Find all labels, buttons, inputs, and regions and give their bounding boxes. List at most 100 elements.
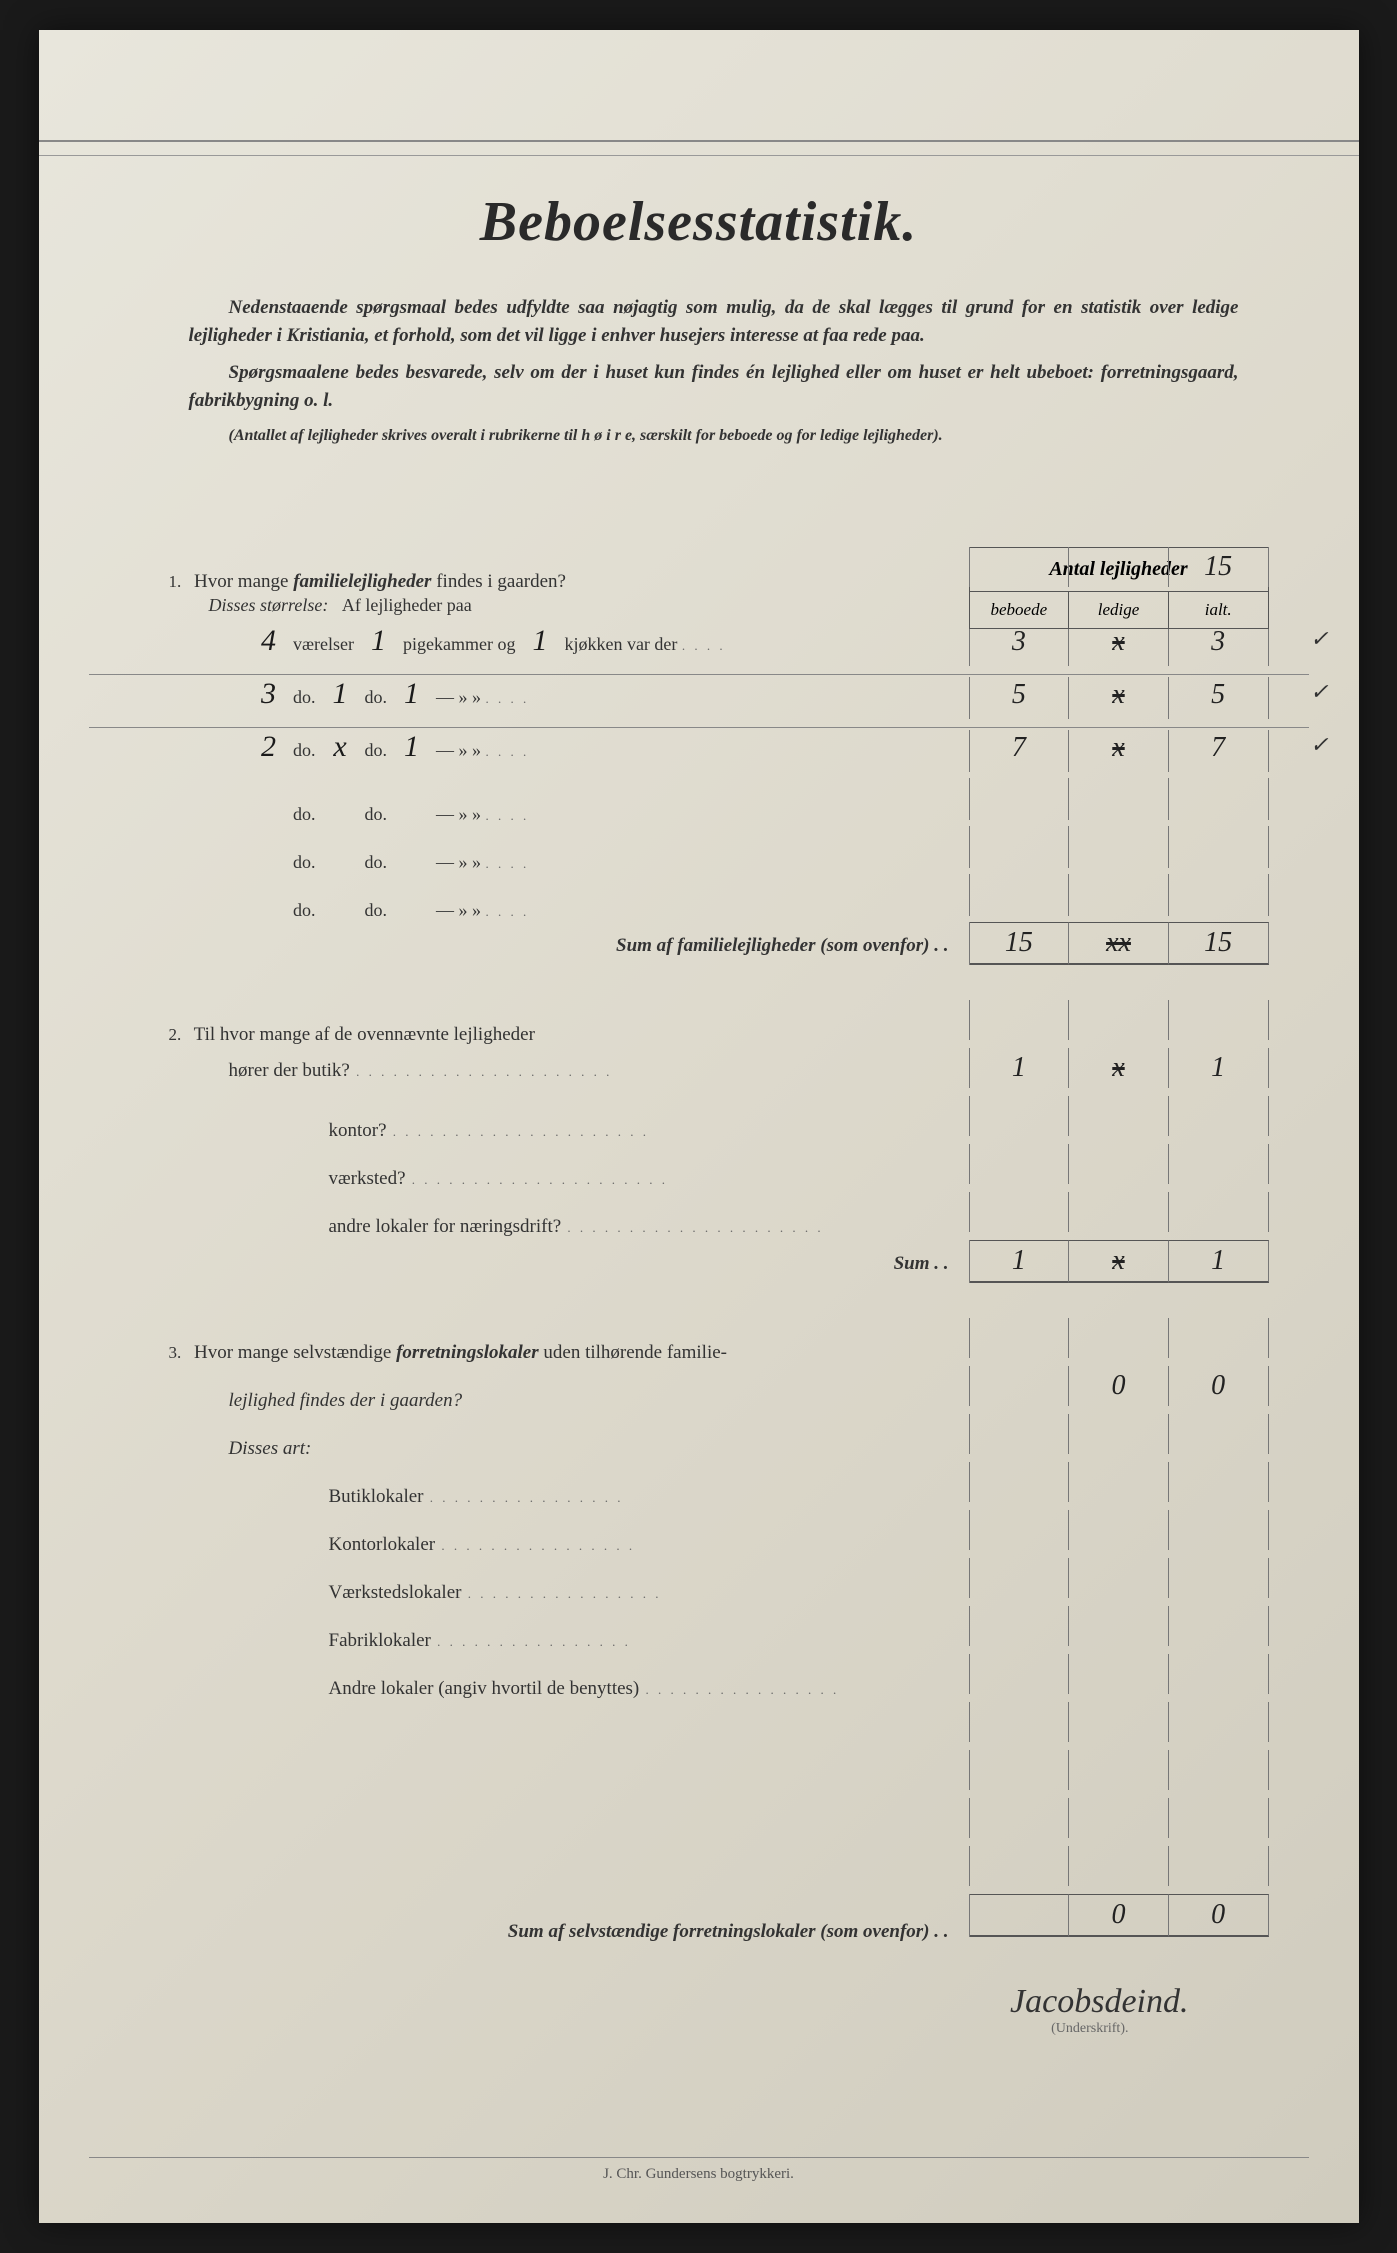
room-cell-ledige: x: [1069, 677, 1169, 719]
q3-cell-beboede: [970, 1558, 1070, 1598]
room-kjokken-word: kjøkken var der: [564, 634, 677, 654]
q2-cell-ledige: [1069, 1192, 1169, 1232]
q3-text-d: lejlighed findes der i gaarden?: [229, 1390, 463, 1411]
room-kjokken-word: — » »: [436, 740, 481, 760]
room-cell-beboede: [970, 874, 1070, 916]
room-cell-ledige: x: [1069, 730, 1169, 772]
col-header-sub: beboede ledige ialt.: [969, 591, 1269, 629]
rows-container: 1. Hvor mange familielejligheder findes …: [89, 547, 1309, 1943]
q3-cell-ialt: [1169, 1606, 1269, 1646]
q1-cell-ialt: 15: [1169, 547, 1269, 587]
q3-disses-c1: [970, 1414, 1070, 1454]
q3-sum-ledige: 0: [1069, 1894, 1169, 1937]
q1-row: 1. Hvor mange familielejligheder findes …: [89, 547, 1309, 595]
room-kjokken-value: 1: [520, 624, 560, 658]
row-dots: . . . . . . . . . . . . . . . .: [423, 1490, 623, 1505]
q3-blank-row: [89, 1702, 1309, 1750]
q1-sum-row: Sum af familielejligheder (som ovenfor) …: [89, 922, 1309, 970]
blank-cell: [970, 1846, 1070, 1886]
room-row: 2 do. x do. 1 — » » . . . . 7 x 7✓: [89, 730, 1309, 778]
room-cell-ialt: 3✓: [1169, 624, 1269, 666]
q2-sum-ialt: 1: [1169, 1240, 1269, 1283]
q2-subrow: hører der butik? . . . . . . . . . . . .…: [89, 1048, 1309, 1096]
q2-subrow-label: kontor? . . . . . . . . . . . . . . . . …: [89, 1120, 969, 1142]
room-row-label: 2 do. x do. 1 — » » . . . .: [89, 730, 969, 764]
q2-cell-ialt: [1169, 1192, 1269, 1232]
q2-cell-ledige: [1069, 1144, 1169, 1184]
q3-blank-3: [1169, 1318, 1269, 1358]
q3-text-c: uden tilhørende familie-: [539, 1342, 727, 1363]
q2-subrow: kontor? . . . . . . . . . . . . . . . . …: [89, 1096, 1309, 1144]
q2-blank-2: [1069, 1000, 1169, 1040]
q3-subrow-label: Butiklokaler . . . . . . . . . . . . . .…: [89, 1486, 969, 1508]
q2-cell-ialt: [1169, 1144, 1269, 1184]
q3-disses-c2: [1069, 1414, 1169, 1454]
q1-disses-label: Disses størrelse:: [209, 595, 329, 615]
blank-cell: [1169, 1702, 1269, 1742]
q1-text-a: Hvor mange: [194, 571, 293, 592]
row-dots: . . . . . . . . . . . . . . . .: [639, 1682, 839, 1697]
q2-cell-beboede: [970, 1096, 1070, 1136]
room-pigekammer-word: do.: [365, 687, 388, 707]
q2-text: Til hvor mange af de ovennævnte lejlighe…: [194, 1024, 535, 1045]
row-dots: . . . . . . . . . . . . . . . . . . . . …: [387, 1124, 650, 1139]
q3-rows: Butiklokaler . . . . . . . . . . . . . .…: [89, 1462, 1309, 1702]
row-dots: . . . .: [486, 856, 530, 871]
blank-cell: [970, 1702, 1070, 1742]
row-dots: . . . .: [486, 691, 530, 706]
q3-label: 3. Hvor mange selvstændige forretningslo…: [89, 1342, 969, 1364]
row-dots: . . . . . . . . . . . . . . . . . . . . …: [561, 1220, 824, 1235]
q2-blank-3: [1169, 1000, 1269, 1040]
q2-cell-beboede: [970, 1144, 1070, 1184]
room-vaerelser-value: 3: [249, 677, 289, 711]
q3-blank-row: [89, 1798, 1309, 1846]
q3-subrow: Fabriklokaler . . . . . . . . . . . . . …: [89, 1606, 1309, 1654]
blank-cell: [1069, 1702, 1169, 1742]
q3-subrow-label: Kontorlokaler . . . . . . . . . . . . . …: [89, 1534, 969, 1556]
room-kjokken-value: 1: [392, 730, 432, 764]
blank-cell: [1069, 1798, 1169, 1838]
room-cell-beboede: 7: [970, 730, 1070, 772]
blank-cell: [1069, 1846, 1169, 1886]
q1-cell-ledige: [1069, 547, 1169, 587]
room-pigekammer-word: do.: [365, 740, 388, 760]
room-cell-ialt: [1169, 826, 1269, 868]
room-row-label: 3 do. 1 do. 1 — » » . . . .: [89, 677, 969, 711]
row-dots: . . . .: [682, 638, 726, 653]
q3-subrow: Andre lokaler (angiv hvortil de benyttes…: [89, 1654, 1309, 1702]
q3-cell-ledige: [1069, 1606, 1169, 1646]
blank-cell: [1169, 1798, 1269, 1838]
q3-top-ledige: 0: [1069, 1366, 1169, 1406]
q3-cell-ledige: [1069, 1462, 1169, 1502]
q3-cell-beboede: [970, 1606, 1070, 1646]
q1-cell-beboede: [970, 547, 1070, 587]
row-dots: . . . . . . . . . . . . . . . . . . . . …: [406, 1172, 669, 1187]
room-cell-ledige: [1069, 778, 1169, 820]
row-dots: . . . . . . . . . . . . . . . .: [431, 1634, 631, 1649]
room-vaerelser-word: do.: [293, 900, 316, 920]
room-vaerelser-word: værelser: [293, 634, 354, 654]
signature: Jacobsdeind.: [89, 1983, 1189, 2021]
row-dots: . . . .: [486, 744, 530, 759]
col-beboede: beboede: [970, 592, 1070, 628]
room-cell-beboede: 3: [970, 624, 1070, 666]
q2-cell-beboede: 1: [970, 1048, 1070, 1088]
intro-paragraph-1: Nedenstaaende spørgsmaal bedes udfyldte …: [189, 294, 1239, 349]
signature-label: (Underskrift).: [89, 2021, 1129, 2037]
q3-subrow-label: Fabriklokaler . . . . . . . . . . . . . …: [89, 1630, 969, 1652]
q3-disses-row: Disses art:: [89, 1414, 1309, 1462]
room-cell-ialt: [1169, 778, 1269, 820]
room-kjokken-word: — » »: [436, 804, 481, 824]
room-row: do. do. — » » . . . .: [89, 874, 1309, 922]
q2-subrow-label: andre lokaler for næringsdrift? . . . . …: [89, 1216, 969, 1238]
room-pigekammer-word: do.: [365, 804, 388, 824]
q3-label-2: lejlighed findes der i gaarden?: [89, 1390, 969, 1412]
room-pigekammer-word: do.: [365, 852, 388, 872]
q2-sum-row: Sum . . 1 x 1: [89, 1240, 1309, 1288]
room-pigekammer-word: do.: [365, 900, 388, 920]
room-vaerelser-word: do.: [293, 740, 316, 760]
q2-sum-beboede: 1: [970, 1240, 1070, 1283]
blank-cell: [1069, 1750, 1169, 1790]
q3-cell-beboede: [970, 1510, 1070, 1550]
q3-blank-row: [89, 1750, 1309, 1798]
